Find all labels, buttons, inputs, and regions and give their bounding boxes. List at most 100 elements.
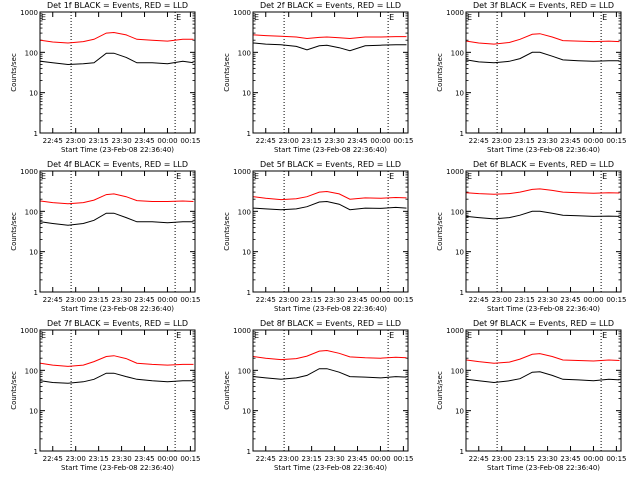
x-tick-label: 23:15 [89, 455, 109, 463]
y-tick-label: 1 [247, 289, 251, 297]
x-tick-label: 23:15 [515, 137, 535, 145]
x-tick-label: 23:00 [279, 455, 299, 463]
x-axis-label: Start Time (23-Feb-08 22:36:40) [487, 305, 600, 313]
lld-series-line [253, 349, 407, 361]
x-axis-label: Start Time (23-Feb-08 22:36:40) [274, 146, 387, 154]
x-axis-label: Start Time (23-Feb-08 22:36:40) [61, 146, 174, 154]
x-tick-label: 23:45 [347, 296, 367, 304]
x-tick-label: 00:00 [370, 296, 390, 304]
events-series-line [466, 371, 620, 384]
x-tick-label: 23:45 [560, 296, 580, 304]
y-tick-label: 100 [451, 49, 464, 57]
y-tick-label: 1 [247, 130, 251, 138]
y-tick-label: 1000 [233, 327, 251, 335]
events-series-line [253, 368, 407, 380]
y-tick-label: 1000 [20, 327, 38, 335]
x-tick-label: 00:00 [157, 137, 177, 145]
x-tick-label: 00:00 [157, 455, 177, 463]
y-axis-label: Counts/sec [10, 53, 18, 92]
event-marker-label: E [602, 13, 607, 22]
y-tick-label: 1000 [233, 168, 251, 176]
x-tick-label: 00:00 [583, 296, 603, 304]
y-tick-label: 10 [242, 249, 251, 257]
chart-panel-1: Det 1f BLACK = Events, RED = LLD 1 10 100 10… [10, 1, 201, 154]
x-tick-label: 23:45 [134, 137, 154, 145]
y-tick-label: 10 [455, 90, 464, 98]
chart-title: Det 6f BLACK = Events, RED = LLD [473, 160, 614, 169]
x-tick-label: 23:45 [560, 137, 580, 145]
y-axis-label: Counts/sec [436, 371, 444, 410]
plot-frame [252, 170, 409, 293]
chart-title: Det 2f BLACK = Events, RED = LLD [260, 1, 401, 10]
chart-panel-3: Det 3f BLACK = Events, RED = LLD 1 10 100 10… [436, 1, 627, 154]
y-tick-label: 1000 [446, 168, 464, 176]
y-tick-label: 1000 [20, 168, 38, 176]
y-axis-label: Counts/sec [223, 53, 231, 92]
plot-frame [39, 329, 196, 452]
y-tick-label: 10 [455, 408, 464, 416]
y-axis-label: Counts/sec [223, 212, 231, 251]
event-marker-label: E [254, 331, 259, 340]
x-tick-label: 23:30 [537, 296, 557, 304]
event-marker-label: E [467, 172, 472, 181]
x-tick-label: 23:00 [279, 296, 299, 304]
x-tick-label: 23:30 [111, 296, 131, 304]
plot-frame [465, 170, 622, 293]
x-tick-label: 00:15 [606, 296, 626, 304]
chart-panel-6: Det 6f BLACK = Events, RED = LLD 1 10 100 10… [436, 160, 627, 313]
event-marker-label: E [176, 13, 181, 22]
chart-title: Det 8f BLACK = Events, RED = LLD [260, 319, 401, 328]
y-tick-label: 100 [451, 208, 464, 216]
x-tick-label: 23:30 [324, 296, 344, 304]
x-tick-label: 00:00 [583, 455, 603, 463]
y-tick-label: 1 [460, 289, 464, 297]
x-tick-label: 00:00 [370, 455, 390, 463]
x-axis-label: Start Time (23-Feb-08 22:36:40) [274, 305, 387, 313]
x-tick-label: 22:45 [469, 455, 489, 463]
x-tick-label: 23:15 [302, 137, 322, 145]
x-tick-label: 22:45 [469, 137, 489, 145]
events-series-line [253, 42, 407, 52]
chart-title: Det 3f BLACK = Events, RED = LLD [473, 1, 614, 10]
y-tick-label: 1 [34, 130, 38, 138]
x-tick-label: 23:15 [89, 137, 109, 145]
x-tick-label: 00:00 [370, 137, 390, 145]
event-marker-label: E [41, 172, 46, 181]
x-axis-label: Start Time (23-Feb-08 22:36:40) [487, 464, 600, 472]
x-tick-label: 00:00 [583, 137, 603, 145]
x-tick-label: 23:00 [66, 455, 86, 463]
x-tick-label: 00:15 [393, 455, 413, 463]
event-marker-label: E [254, 13, 259, 22]
events-series-line [40, 212, 194, 226]
x-tick-label: 23:00 [492, 137, 512, 145]
event-marker-label: E [602, 172, 607, 181]
x-tick-label: 22:45 [256, 137, 276, 145]
x-tick-label: 23:15 [515, 455, 535, 463]
x-tick-label: 23:00 [66, 296, 86, 304]
x-tick-label: 23:30 [537, 137, 557, 145]
x-tick-label: 00:15 [606, 455, 626, 463]
x-tick-label: 23:45 [134, 296, 154, 304]
event-marker-label: E [176, 331, 181, 340]
plot-frame [252, 11, 409, 134]
x-tick-label: 23:15 [515, 296, 535, 304]
x-tick-label: 23:15 [302, 296, 322, 304]
events-series-line [466, 51, 620, 64]
x-tick-label: 23:30 [537, 455, 557, 463]
chart-panel-4: Det 4f BLACK = Events, RED = LLD 1 10 100 10… [10, 160, 201, 313]
event-marker-label: E [602, 331, 607, 340]
chart-title: Det 9f BLACK = Events, RED = LLD [473, 319, 614, 328]
y-tick-label: 1000 [20, 9, 38, 17]
y-tick-label: 10 [29, 408, 38, 416]
y-tick-label: 100 [238, 367, 251, 375]
events-series-line [253, 200, 407, 211]
y-tick-label: 10 [242, 90, 251, 98]
y-tick-label: 100 [25, 208, 38, 216]
x-tick-label: 23:45 [560, 455, 580, 463]
y-tick-label: 100 [451, 367, 464, 375]
x-tick-label: 23:15 [302, 455, 322, 463]
y-tick-label: 100 [25, 367, 38, 375]
x-tick-label: 22:45 [256, 296, 276, 304]
chart-title: Det 5f BLACK = Events, RED = LLD [260, 160, 401, 169]
